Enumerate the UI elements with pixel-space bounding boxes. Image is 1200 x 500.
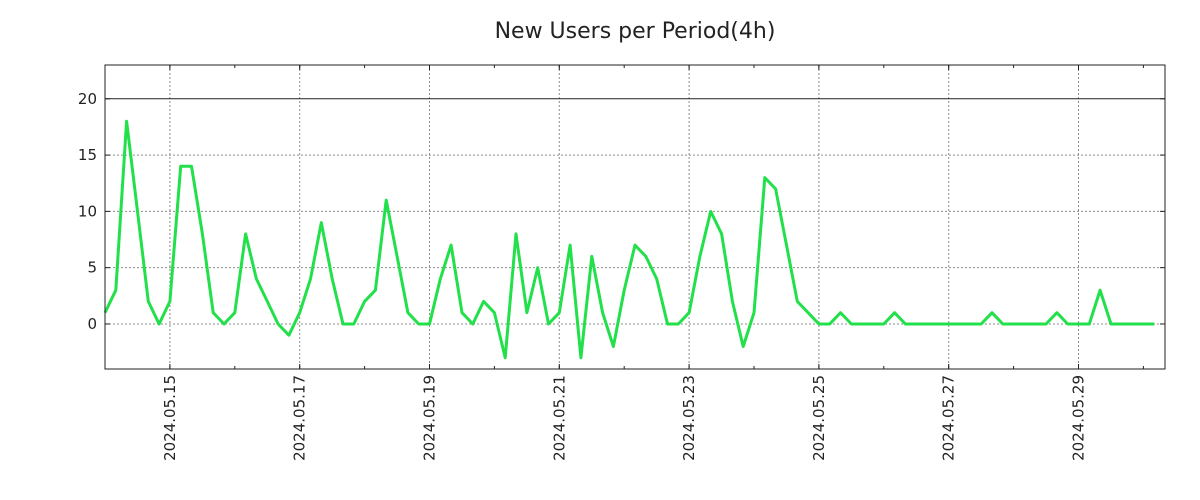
x-tick-label: 2024.05.29 (1069, 375, 1087, 461)
y-tick-label: 10 (78, 202, 97, 220)
axis-ticks (104, 65, 1165, 369)
y-tick-label: 0 (87, 315, 97, 333)
series-layer (103, 119, 1155, 360)
chart-title: New Users per Period(4h) (495, 19, 776, 44)
x-tick-label: 2024.05.27 (940, 375, 958, 461)
y-tick-label: 15 (78, 146, 97, 164)
x-tick-label: 2024.05.19 (420, 375, 438, 461)
y-tick-label: 20 (78, 90, 97, 108)
y-axis-tick-labels: 0 5 10 15 20 (78, 90, 97, 333)
x-tick-label: 2024.05.17 (291, 375, 309, 461)
x-tick-label: 2024.05.25 (810, 375, 828, 461)
series-line (103, 119, 1155, 360)
x-axis-tick-labels: 2024.05.15 2024.05.17 2024.05.19 2024.05.21… (161, 375, 1088, 461)
plot-frame (104, 64, 1166, 370)
x-tick-label: 2024.05.15 (161, 375, 179, 461)
x-tick-label: 2024.05.23 (680, 375, 698, 461)
x-tick-label: 2024.05.21 (550, 375, 568, 461)
y-tick-label: 5 (87, 259, 97, 277)
